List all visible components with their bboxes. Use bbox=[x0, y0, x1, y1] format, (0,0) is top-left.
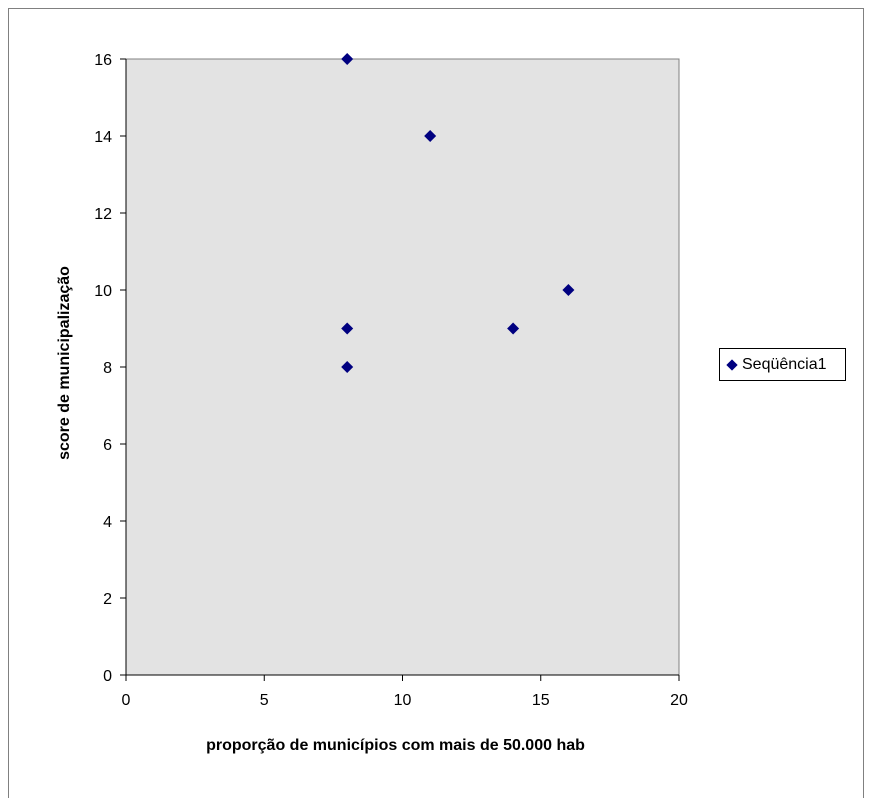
legend-label: Seqüência1 bbox=[742, 355, 827, 373]
y-tick-label: 8 bbox=[103, 360, 112, 377]
scatter-point bbox=[341, 322, 354, 335]
y-tick-label: 16 bbox=[94, 52, 112, 69]
chart-frame bbox=[8, 8, 864, 798]
scatter-point bbox=[562, 284, 575, 296]
scatter-point bbox=[341, 361, 354, 373]
y-tick-label: 4 bbox=[103, 514, 112, 531]
y-axis: 0 2 4 6 8 10 12 14 16 bbox=[94, 52, 127, 685]
x-axis-title: proporção de municípios com mais de 50.0… bbox=[206, 737, 585, 754]
y-tick-label: 14 bbox=[94, 129, 112, 146]
x-axis: 0 5 10 15 20 bbox=[122, 674, 688, 709]
y-tick-label: 2 bbox=[103, 591, 112, 608]
scatter-point bbox=[341, 53, 354, 65]
scatter-point bbox=[424, 130, 437, 142]
y-tick-label: 6 bbox=[103, 437, 112, 454]
x-tick-label: 20 bbox=[670, 692, 688, 709]
legend: Seqüência1 bbox=[719, 348, 846, 381]
x-tick-label: 0 bbox=[122, 692, 131, 709]
x-tick-label: 15 bbox=[532, 692, 550, 709]
y-tick-label: 12 bbox=[94, 206, 112, 223]
diamond-marker-icon bbox=[726, 358, 738, 371]
scatter-point bbox=[507, 322, 520, 335]
x-tick-label: 5 bbox=[260, 692, 269, 709]
x-tick-label: 10 bbox=[394, 692, 412, 709]
y-tick-label: 0 bbox=[103, 668, 112, 685]
plot-area bbox=[125, 58, 680, 676]
y-axis-title: score de municipalização bbox=[56, 266, 73, 460]
y-tick-label: 10 bbox=[94, 283, 112, 300]
data-points bbox=[341, 53, 575, 373]
